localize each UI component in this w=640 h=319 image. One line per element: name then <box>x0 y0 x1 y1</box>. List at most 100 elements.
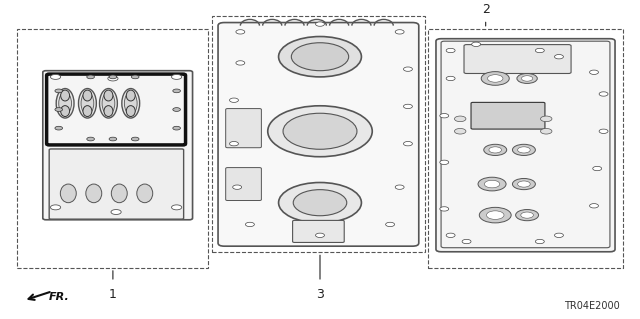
Circle shape <box>484 144 507 155</box>
FancyBboxPatch shape <box>226 167 261 201</box>
Circle shape <box>55 126 63 130</box>
Ellipse shape <box>81 92 94 115</box>
Text: 3: 3 <box>316 288 324 301</box>
Ellipse shape <box>126 90 135 101</box>
Ellipse shape <box>60 184 76 203</box>
FancyBboxPatch shape <box>436 39 615 252</box>
Circle shape <box>488 75 503 82</box>
Circle shape <box>486 211 504 219</box>
Ellipse shape <box>137 184 153 203</box>
Circle shape <box>246 222 254 226</box>
Circle shape <box>173 108 180 111</box>
Circle shape <box>230 98 239 102</box>
Ellipse shape <box>61 90 70 101</box>
Ellipse shape <box>100 89 117 118</box>
Circle shape <box>278 182 362 223</box>
Circle shape <box>51 74 61 79</box>
Circle shape <box>481 72 509 85</box>
Text: 2: 2 <box>482 3 490 16</box>
Circle shape <box>489 147 502 153</box>
Text: FR.: FR. <box>49 293 70 302</box>
Circle shape <box>446 233 455 237</box>
Ellipse shape <box>61 106 70 116</box>
Circle shape <box>51 205 61 210</box>
Ellipse shape <box>86 184 102 203</box>
Circle shape <box>87 75 95 79</box>
Circle shape <box>518 147 530 153</box>
Circle shape <box>593 166 602 171</box>
Circle shape <box>403 67 412 71</box>
Ellipse shape <box>104 106 113 116</box>
Ellipse shape <box>122 89 140 118</box>
Text: 1: 1 <box>109 288 117 301</box>
Circle shape <box>291 43 349 71</box>
Circle shape <box>440 160 449 165</box>
Circle shape <box>440 114 449 118</box>
Ellipse shape <box>104 90 113 101</box>
Circle shape <box>293 190 347 216</box>
Bar <box>212 16 425 252</box>
Circle shape <box>522 76 532 81</box>
Circle shape <box>236 30 245 34</box>
Circle shape <box>446 76 455 81</box>
Circle shape <box>131 75 139 79</box>
Bar <box>17 29 209 268</box>
Circle shape <box>554 55 563 59</box>
Circle shape <box>173 89 180 93</box>
Ellipse shape <box>111 184 127 203</box>
FancyBboxPatch shape <box>49 149 184 219</box>
Circle shape <box>454 116 466 122</box>
Circle shape <box>172 74 182 79</box>
Circle shape <box>478 177 506 191</box>
Circle shape <box>109 75 116 79</box>
Circle shape <box>55 108 63 111</box>
Circle shape <box>172 205 182 210</box>
Circle shape <box>521 212 533 218</box>
Circle shape <box>236 61 245 65</box>
FancyBboxPatch shape <box>464 45 571 73</box>
Circle shape <box>173 126 180 130</box>
Circle shape <box>316 22 324 26</box>
Circle shape <box>472 42 481 47</box>
Circle shape <box>131 137 139 141</box>
Circle shape <box>599 92 608 96</box>
Circle shape <box>513 178 536 190</box>
Circle shape <box>108 76 118 81</box>
Ellipse shape <box>83 90 92 101</box>
Circle shape <box>589 70 598 74</box>
Ellipse shape <box>79 89 97 118</box>
Circle shape <box>540 129 552 134</box>
Circle shape <box>479 207 511 223</box>
Circle shape <box>87 137 95 141</box>
FancyBboxPatch shape <box>218 23 419 246</box>
Circle shape <box>316 233 324 237</box>
Circle shape <box>536 48 544 53</box>
Circle shape <box>386 222 394 226</box>
Ellipse shape <box>83 106 92 116</box>
Circle shape <box>599 129 608 133</box>
Ellipse shape <box>56 89 74 118</box>
Circle shape <box>283 113 357 149</box>
Circle shape <box>589 204 598 208</box>
Circle shape <box>446 48 455 53</box>
Circle shape <box>517 73 538 84</box>
Ellipse shape <box>126 106 135 116</box>
FancyBboxPatch shape <box>43 71 193 220</box>
Circle shape <box>516 210 539 221</box>
Circle shape <box>484 180 500 188</box>
Circle shape <box>395 30 404 34</box>
FancyBboxPatch shape <box>226 108 261 148</box>
Ellipse shape <box>102 92 115 115</box>
Ellipse shape <box>59 92 72 115</box>
Text: TR04E2000: TR04E2000 <box>564 301 620 311</box>
Circle shape <box>462 239 471 244</box>
Circle shape <box>233 185 242 189</box>
Bar <box>428 29 623 268</box>
Circle shape <box>403 104 412 108</box>
Circle shape <box>440 207 449 211</box>
Circle shape <box>518 181 530 187</box>
Circle shape <box>454 129 466 134</box>
Circle shape <box>536 239 544 244</box>
Circle shape <box>111 210 121 214</box>
Circle shape <box>540 116 552 122</box>
